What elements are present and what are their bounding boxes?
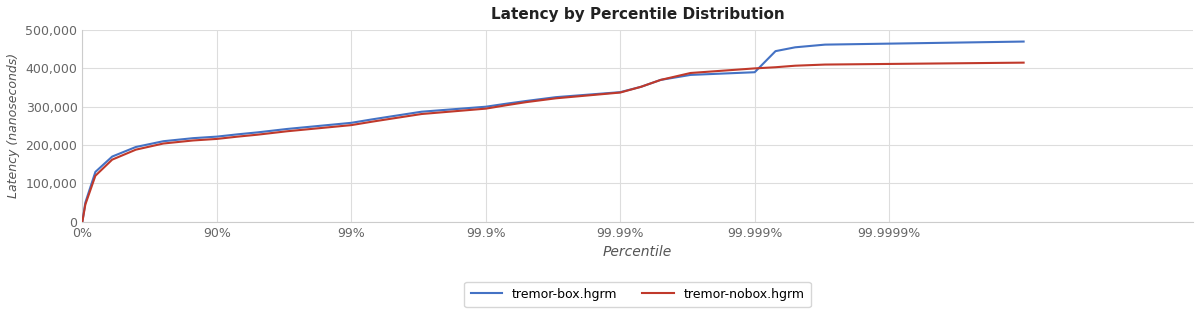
tremor-box.hgrm xyxy=(654,78,668,82)
tremor-box.hgrm xyxy=(768,49,782,53)
tremor-box.hgrm xyxy=(78,201,92,205)
tremor-nobox.hgrm xyxy=(210,137,224,141)
tremor-box.hgrm xyxy=(210,135,224,139)
tremor-box.hgrm xyxy=(250,130,264,134)
tremor-box.hgrm xyxy=(788,45,803,49)
tremor-box.hgrm xyxy=(128,145,143,149)
tremor-nobox.hgrm xyxy=(654,78,668,82)
tremor-box.hgrm xyxy=(414,110,428,114)
tremor-box.hgrm xyxy=(230,132,245,136)
tremor-nobox.hgrm xyxy=(230,135,245,139)
tremor-nobox.hgrm xyxy=(186,138,200,142)
tremor-nobox.hgrm xyxy=(250,133,264,137)
tremor-nobox.hgrm xyxy=(384,117,398,121)
Y-axis label: Latency (nanoseconds): Latency (nanoseconds) xyxy=(7,53,20,199)
tremor-box.hgrm xyxy=(280,127,294,131)
tremor-nobox.hgrm xyxy=(768,65,782,69)
Legend: tremor-box.hgrm, tremor-nobox.hgrm: tremor-box.hgrm, tremor-nobox.hgrm xyxy=(464,282,811,307)
tremor-nobox.hgrm xyxy=(634,85,648,89)
tremor-nobox.hgrm xyxy=(748,66,762,70)
tremor-box.hgrm xyxy=(156,139,170,143)
tremor-nobox.hgrm xyxy=(788,64,803,68)
tremor-box.hgrm xyxy=(344,121,359,125)
tremor-nobox.hgrm xyxy=(78,203,92,207)
tremor-box.hgrm xyxy=(365,118,379,122)
tremor-box.hgrm xyxy=(520,99,534,103)
tremor-nobox.hgrm xyxy=(88,174,102,178)
tremor-nobox.hgrm xyxy=(414,112,428,116)
tremor-nobox.hgrm xyxy=(548,96,563,100)
Line: tremor-box.hgrm: tremor-box.hgrm xyxy=(83,42,1024,222)
tremor-nobox.hgrm xyxy=(128,148,143,152)
tremor-box.hgrm xyxy=(499,102,514,106)
tremor-box.hgrm xyxy=(1016,40,1031,43)
tremor-nobox.hgrm xyxy=(499,103,514,107)
tremor-nobox.hgrm xyxy=(280,129,294,133)
tremor-nobox.hgrm xyxy=(479,107,493,111)
tremor-nobox.hgrm xyxy=(683,71,697,75)
tremor-nobox.hgrm xyxy=(365,120,379,124)
tremor-box.hgrm xyxy=(104,155,119,159)
X-axis label: Percentile: Percentile xyxy=(604,245,672,259)
tremor-box.hgrm xyxy=(76,220,90,224)
tremor-box.hgrm xyxy=(613,90,628,94)
tremor-nobox.hgrm xyxy=(818,62,833,66)
tremor-nobox.hgrm xyxy=(613,91,628,95)
tremor-nobox.hgrm xyxy=(520,100,534,104)
tremor-box.hgrm xyxy=(384,114,398,118)
tremor-box.hgrm xyxy=(748,70,762,74)
tremor-nobox.hgrm xyxy=(104,158,119,162)
tremor-nobox.hgrm xyxy=(76,220,90,224)
tremor-box.hgrm xyxy=(88,170,102,174)
Line: tremor-nobox.hgrm: tremor-nobox.hgrm xyxy=(83,63,1024,222)
tremor-nobox.hgrm xyxy=(1016,61,1031,65)
tremor-nobox.hgrm xyxy=(156,141,170,145)
tremor-box.hgrm xyxy=(548,95,563,99)
tremor-box.hgrm xyxy=(683,73,697,77)
tremor-box.hgrm xyxy=(634,85,648,89)
tremor-nobox.hgrm xyxy=(344,123,359,127)
tremor-box.hgrm xyxy=(186,136,200,140)
Title: Latency by Percentile Distribution: Latency by Percentile Distribution xyxy=(491,7,785,22)
tremor-box.hgrm xyxy=(479,105,493,109)
tremor-box.hgrm xyxy=(818,42,833,46)
